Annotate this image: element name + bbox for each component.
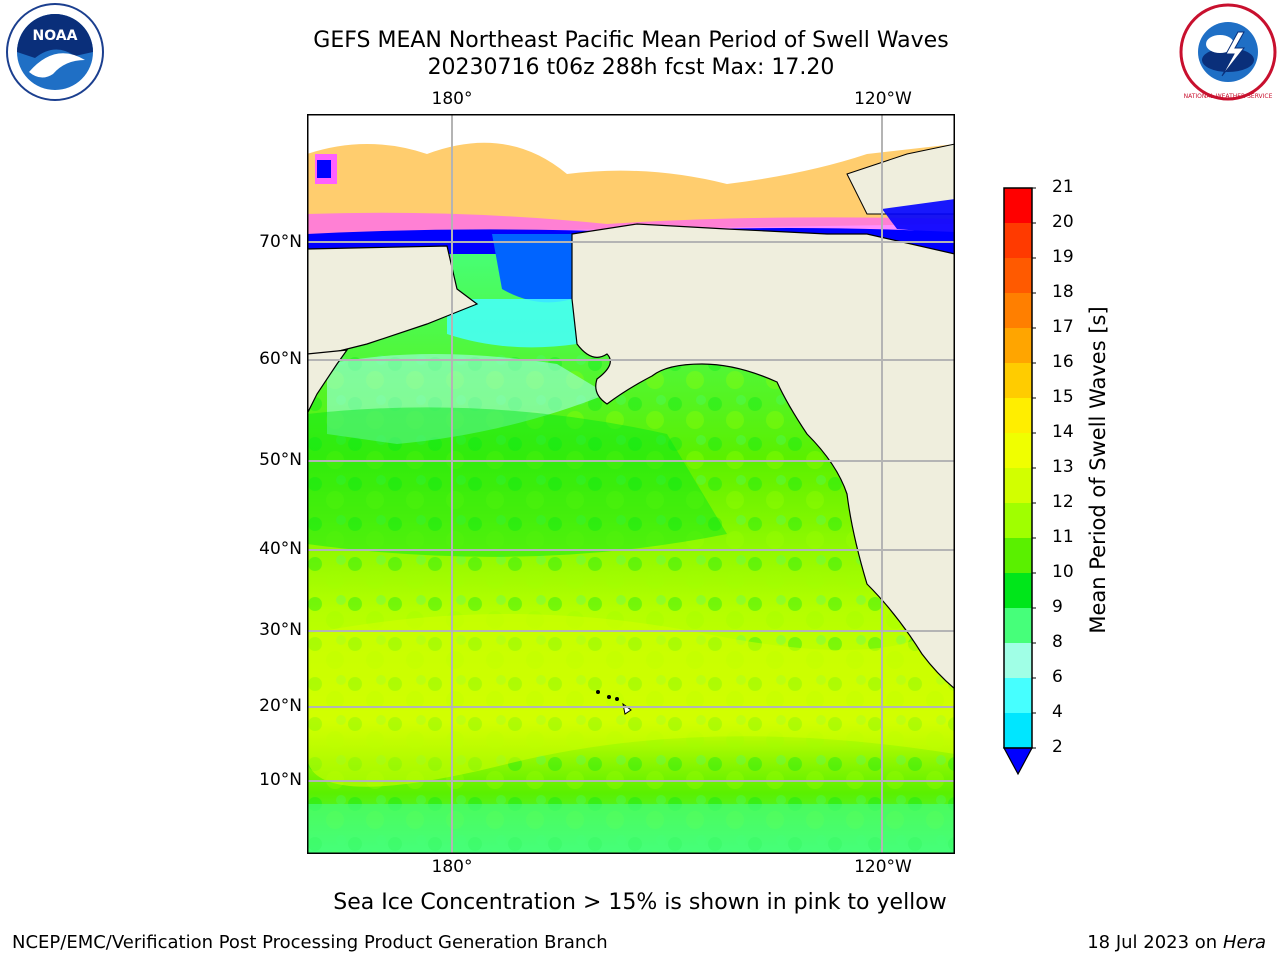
noaa-logo: NOAA — [5, 2, 105, 102]
colorbar-tick-label: 12 — [1052, 492, 1074, 512]
chukchi-sea — [492, 234, 572, 303]
map-panel — [306, 114, 956, 854]
noaa-logo-text: NOAA — [33, 28, 78, 44]
warm-swell-band — [307, 614, 955, 787]
chart-subtitle: 20230716 t06z 288h fcst Max: 17.20 — [427, 55, 835, 80]
lat-label-20n: 20°N — [259, 696, 302, 716]
colorbar-tick-label: 16 — [1052, 352, 1074, 372]
lat-label-40n: 40°N — [259, 539, 302, 559]
colorbar-segment — [1004, 293, 1032, 328]
midlat-region — [307, 407, 727, 557]
nws-logo-text: NATIONAL WEATHER SERVICE — [1184, 93, 1273, 100]
land-north-america — [571, 223, 956, 691]
colorbar-segment — [1004, 328, 1032, 363]
colorbar-segment — [1004, 468, 1032, 503]
colorbar-segment — [1004, 503, 1032, 538]
nws-logo: NATIONAL WEATHER SERVICE — [1178, 2, 1278, 102]
colorbar-tick-label: 15 — [1052, 387, 1074, 407]
bering-cool-region — [327, 354, 607, 444]
colorbar-segment — [1004, 398, 1032, 433]
lon-label-top-180: 180° — [431, 89, 473, 109]
colorbar — [1000, 186, 1036, 786]
colorbar-segment — [1004, 223, 1032, 258]
ice-note: Sea Ice Concentration > 15% is shown in … — [333, 890, 947, 915]
colorbar-segment — [1004, 713, 1032, 748]
colorbar-tick-label: 20 — [1052, 212, 1074, 232]
colorbar-tick-label: 13 — [1052, 457, 1074, 477]
colorbar-extend-arrow — [1002, 747, 1034, 776]
colorbar-tick-label: 19 — [1052, 247, 1074, 267]
colorbar-tick-label: 2 — [1052, 737, 1063, 757]
colorbar-segment — [1004, 608, 1032, 643]
colorbar-segment — [1004, 433, 1032, 468]
map-gridlines — [307, 114, 955, 854]
map-frame — [307, 114, 955, 854]
colorbar-segment — [1004, 678, 1032, 713]
lon-label-bottom-120w: 120°W — [854, 857, 912, 877]
colorbar-tick-label: 18 — [1052, 282, 1074, 302]
map-svg — [306, 114, 956, 854]
colorbar-ticks: 21 20 19 18 17 16 15 14 13 12 11 10 9 8 6 4 2 — [1052, 0, 1112, 960]
credit-text: NCEP/EMC/Verification Post Processing Pr… — [12, 932, 608, 953]
colorbar-segment — [1004, 363, 1032, 398]
lat-label-70n: 70°N — [259, 232, 302, 252]
lat-label-60n: 60°N — [259, 349, 302, 369]
colorbar-segment — [1004, 258, 1032, 293]
lon-label-bottom-180: 180° — [431, 857, 473, 877]
lon-label-top-120w: 120°W — [854, 89, 912, 109]
colorbar-label: Mean Period of Swell Waves [s] — [1086, 306, 1110, 634]
colorbar-tick-label: 6 — [1052, 667, 1063, 687]
chart-title: GEFS MEAN Northeast Pacific Mean Period … — [313, 28, 949, 53]
colorbar-segment — [1004, 643, 1032, 678]
date-prefix: 18 Jul 2023 on — [1087, 932, 1223, 953]
colorbar-tick-label: 14 — [1052, 422, 1074, 442]
colorbar-tick-label: 10 — [1052, 562, 1074, 582]
date-host: Hera — [1222, 932, 1266, 953]
lat-label-50n: 50°N — [259, 450, 302, 470]
colorbar-segment — [1004, 188, 1032, 223]
lat-label-10n: 10°N — [259, 770, 302, 790]
lat-label-30n: 30°N — [259, 620, 302, 640]
colorbar-tick-label: 9 — [1052, 597, 1063, 617]
colorbar-segment — [1004, 573, 1032, 608]
colorbar-segment — [1004, 538, 1032, 573]
ice-orange-zone — [307, 142, 955, 234]
colorbar-tick-label: 11 — [1052, 527, 1074, 547]
colorbar-tick-label: 21 — [1052, 177, 1074, 197]
date-stamp: 18 Jul 2023 on Hera — [1087, 932, 1266, 953]
bering-strait-region — [447, 299, 577, 348]
colorbar-tick-label: 17 — [1052, 317, 1074, 337]
tropical-band — [307, 804, 955, 854]
colorbar-tick-label: 4 — [1052, 702, 1063, 722]
colorbar-tick-label: 8 — [1052, 632, 1063, 652]
